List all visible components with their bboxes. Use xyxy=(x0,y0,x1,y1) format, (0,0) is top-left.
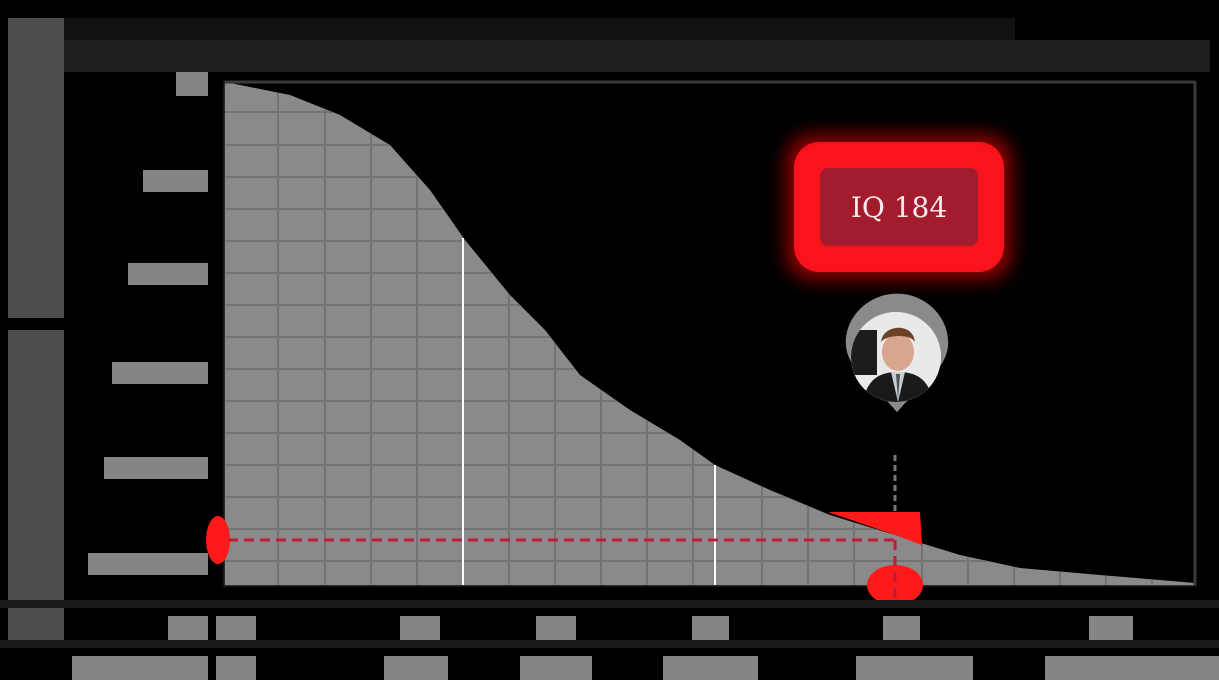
y-tick-label xyxy=(128,263,208,285)
person-photo-icon xyxy=(851,312,941,402)
x-axis-band-2 xyxy=(0,640,1219,648)
x-category-label xyxy=(216,656,256,680)
x-category-label xyxy=(856,656,973,680)
y-axis-title-redacted-2 xyxy=(8,330,64,645)
x-highlight-glow xyxy=(867,565,923,605)
x-category-label xyxy=(72,656,208,680)
top-ticks xyxy=(225,80,1197,585)
callout-label: IQ 184 xyxy=(850,190,948,224)
y-highlight-glow xyxy=(206,516,230,564)
x-tick-label xyxy=(536,616,576,640)
x-category-label xyxy=(520,656,592,680)
x-tick-label xyxy=(883,616,920,640)
y-tick-label xyxy=(143,170,208,192)
x-category-label xyxy=(663,656,758,680)
title-redaction-2 xyxy=(60,40,1210,72)
y-axis-title-redacted xyxy=(8,18,64,318)
y-tick-label xyxy=(104,457,208,479)
x-category-label xyxy=(1045,656,1219,680)
title-redaction-1 xyxy=(60,18,1015,40)
point-highlight-glow xyxy=(828,512,922,545)
x-category-label xyxy=(384,656,448,680)
y-tick-label xyxy=(88,553,208,575)
x-tick-label xyxy=(692,616,729,640)
x-tick-label xyxy=(400,616,440,640)
avatar xyxy=(851,312,941,402)
x-tick-label xyxy=(216,616,256,640)
x-tick-label xyxy=(168,616,208,640)
x-axis-band xyxy=(0,600,1219,608)
y-tick-label xyxy=(112,362,208,384)
highlight-callout: IQ 184 xyxy=(820,168,978,246)
y-tick-label xyxy=(176,72,208,96)
distribution-area xyxy=(225,82,1195,585)
x-tick-label xyxy=(1089,616,1133,640)
